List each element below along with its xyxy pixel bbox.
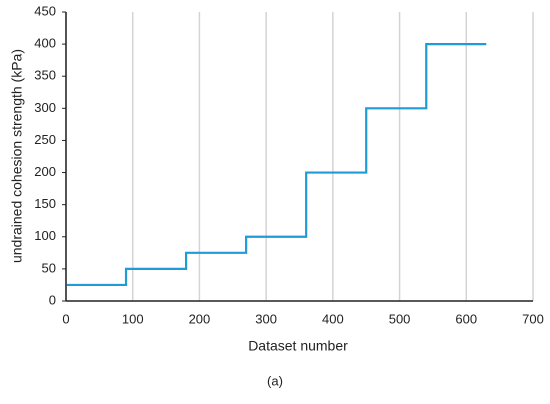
y-tick-label: 350 (34, 68, 56, 83)
y-tick-label: 200 (34, 164, 56, 179)
x-tick-label: 700 (522, 311, 544, 326)
data-line (66, 43, 487, 287)
y-tick-label: 50 (42, 260, 56, 275)
caption: (a) (267, 373, 283, 388)
x-tick-label: 100 (122, 311, 144, 326)
x-tick-label: 400 (322, 311, 344, 326)
x-tick-label: 600 (455, 311, 477, 326)
y-tick-label: 150 (34, 196, 56, 211)
y-axis-title: undrained cohesion strength (kPa) (9, 49, 25, 263)
x-tick-label: 500 (389, 311, 411, 326)
y-tick-label: 400 (34, 36, 56, 51)
y-tick-label: 100 (34, 228, 56, 243)
x-axis-title: Dataset number (248, 338, 348, 354)
x-tick-label: 300 (255, 311, 277, 326)
y-tick-label: 450 (34, 3, 56, 18)
y-tick-label: 300 (34, 100, 56, 115)
x-tick-label: 200 (189, 311, 211, 326)
y-tick-label: 250 (34, 132, 56, 147)
y-tick-label: 0 (49, 292, 56, 307)
x-tick-label: 0 (62, 311, 69, 326)
